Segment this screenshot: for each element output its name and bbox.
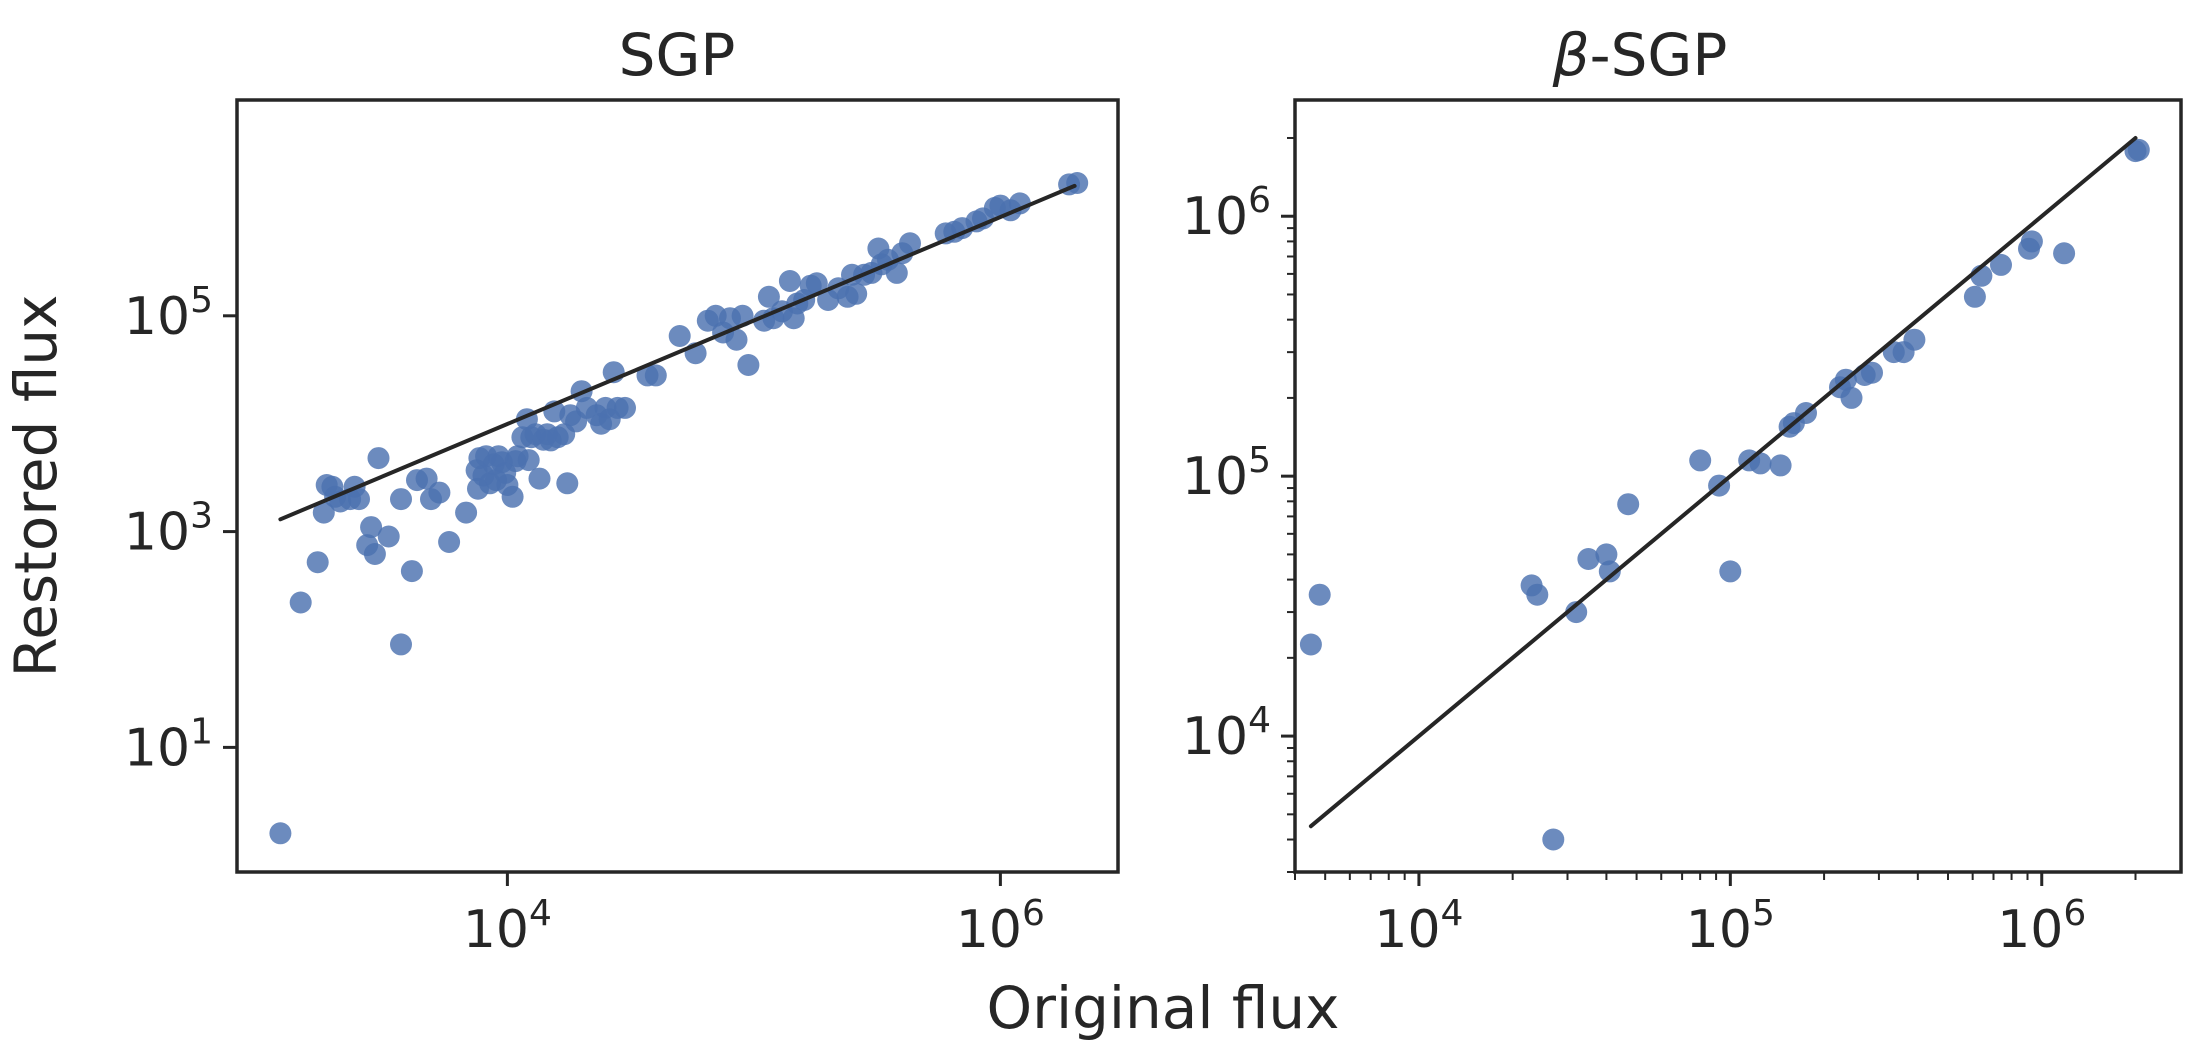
beta-sgp-y-tick-label: 104 xyxy=(1182,700,1271,767)
beta-sgp-panel: β-SGP 104 105 106 104 105 106 xyxy=(1182,21,2183,960)
beta-sgp-data-point xyxy=(1565,601,1588,624)
sgp-data-point xyxy=(778,270,801,292)
beta-sgp-title-suffix: -SGP xyxy=(1590,21,1728,89)
sgp-x-tick-label: 104 xyxy=(463,893,552,960)
beta-sgp-ticks: 104 105 106 104 105 106 xyxy=(1182,136,2137,960)
sgp-data-point xyxy=(455,501,478,524)
beta-sgp-y-tick-label: 106 xyxy=(1182,180,1271,247)
beta-sgp-plot-area xyxy=(1299,136,2150,851)
beta-sgp-y-tick-label: 105 xyxy=(1182,440,1271,507)
beta-sgp-data-point xyxy=(1308,583,1331,606)
sgp-data-point xyxy=(312,501,335,524)
beta-sgp-data-point xyxy=(2020,230,2043,253)
sgp-data-point xyxy=(269,822,292,845)
sgp-data-point xyxy=(614,396,636,419)
sgp-panel: SGP 104 106 101 103 105 xyxy=(124,21,1120,960)
sgp-data-point xyxy=(899,232,921,255)
y-axis-label: Restored flux xyxy=(2,295,70,678)
beta-sgp-data-point xyxy=(1577,548,1600,570)
sgp-data-point xyxy=(644,364,667,387)
sgp-data-point xyxy=(1008,192,1031,215)
sgp-axes-frame xyxy=(235,98,1120,874)
sgp-data-point xyxy=(306,551,329,574)
beta-sgp-x-tick-label: 106 xyxy=(1997,893,2086,960)
sgp-data-point xyxy=(845,282,868,305)
sgp-data-point xyxy=(363,543,386,565)
sgp-data-point xyxy=(885,261,908,284)
sgp-data-point xyxy=(1066,172,1089,194)
sgp-data-point xyxy=(367,447,390,470)
beta-sgp-data-point xyxy=(1903,328,1926,351)
beta-sgp-data-point xyxy=(1840,386,1863,409)
beta-sgp-data-point xyxy=(1299,633,1322,656)
sgp-data-point xyxy=(360,516,383,539)
sgp-data-point xyxy=(400,560,423,583)
beta-sgp-data-point xyxy=(1719,560,1742,583)
beta-sgp-data-point xyxy=(1689,449,1712,472)
beta-sgp-x-tick-label: 104 xyxy=(1374,893,1463,960)
beta-sgp-data-point xyxy=(1769,454,1792,477)
sgp-data-point xyxy=(737,354,760,376)
sgp-data-point xyxy=(289,591,312,614)
sgp-y-tick-label: 105 xyxy=(124,280,213,347)
beta-sgp-data-point xyxy=(1526,583,1549,606)
sgp-plot-area xyxy=(269,172,1089,845)
beta-sgp-panel-title: β-SGP xyxy=(1552,21,1728,89)
beta-sgp-fit-line xyxy=(1308,136,2138,829)
sgp-ticks: 104 106 101 103 105 xyxy=(124,280,1045,960)
sgp-y-tick-label: 103 xyxy=(124,496,213,563)
beta-sgp-data-point xyxy=(1990,253,2012,276)
beta-sgp-x-tick-label: 105 xyxy=(1686,893,1775,960)
sgp-data-point xyxy=(390,488,412,511)
sgp-data-point xyxy=(668,325,691,347)
sgp-panel-title: SGP xyxy=(619,21,736,89)
beta-sgp-data-point xyxy=(2053,242,2076,265)
sgp-data-point xyxy=(528,467,551,490)
beta-sgp-data-point xyxy=(1598,560,1621,583)
x-axis-label: Original flux xyxy=(986,974,1339,1042)
sgp-data-point xyxy=(501,485,524,508)
beta-sgp-data-point xyxy=(1542,828,1565,851)
sgp-data-point xyxy=(556,472,579,495)
sgp-data-point xyxy=(517,449,540,472)
sgp-data-point xyxy=(415,467,438,490)
beta-sgp-data-point xyxy=(1617,493,1640,516)
sgp-y-tick-label: 101 xyxy=(124,711,213,778)
sgp-data-point xyxy=(725,328,748,351)
beta-sgp-data-point xyxy=(1595,543,1618,566)
beta-sgp-data-point xyxy=(1963,285,1986,308)
sgp-data-point xyxy=(428,481,451,504)
beta-sgp-data-point xyxy=(1861,361,1883,384)
sgp-data-point xyxy=(348,488,370,511)
sgp-data-point xyxy=(438,531,461,553)
sgp-data-point xyxy=(377,525,400,548)
sgp-data-point xyxy=(757,285,780,308)
sgp-data-point xyxy=(805,272,828,295)
sgp-data-point xyxy=(390,633,412,656)
sgp-fit-line xyxy=(278,183,1077,522)
beta-sgp-data-point xyxy=(2127,138,2150,161)
beta-sgp-axes-frame xyxy=(1293,98,2183,874)
sgp-x-tick-label: 106 xyxy=(956,893,1045,960)
beta-symbol: β xyxy=(1552,21,1590,89)
